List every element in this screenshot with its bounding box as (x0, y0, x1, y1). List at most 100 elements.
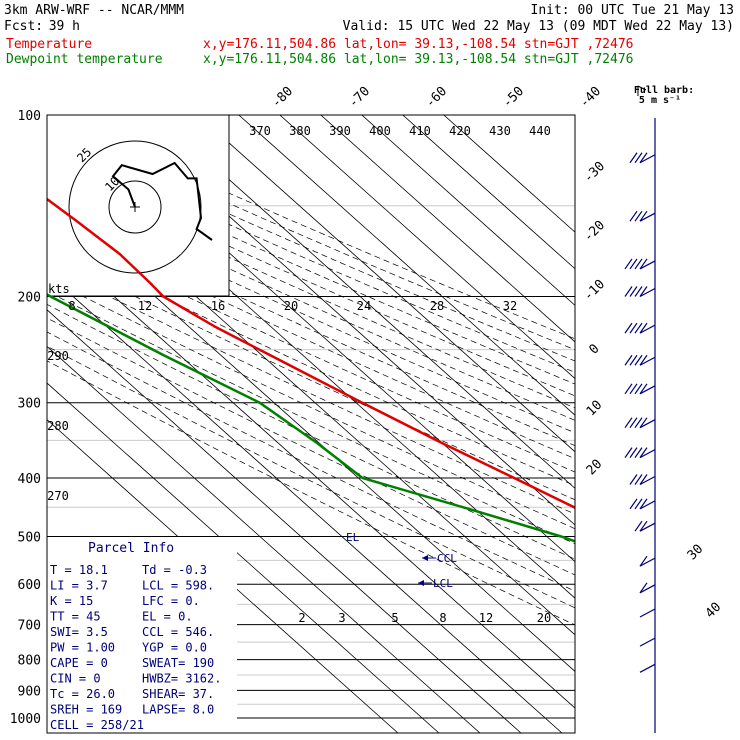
isotherm (47, 272, 563, 733)
barb-flag (639, 152, 648, 164)
wind-barbs (624, 118, 656, 733)
barb-flag (639, 354, 648, 366)
parcel-info-right: YGP = 0.0 (142, 641, 207, 655)
dry-adiabat (47, 217, 575, 460)
ccl-label: CCL (437, 552, 457, 565)
plot-frame (46, 114, 576, 734)
barb-flag (624, 447, 633, 458)
hodograph-speed-label: 28 (430, 299, 444, 313)
isotherm (238, 115, 575, 416)
barb-flag (634, 520, 643, 532)
theta-label: 380 (289, 124, 311, 138)
barb-staff (639, 212, 656, 222)
barb-flag (639, 474, 648, 485)
init-time: Init: 00 UTC Tue 21 May 13 (531, 3, 735, 18)
parcel-info-left: TT = 45 (50, 610, 101, 624)
barb-flag (634, 383, 643, 395)
isotherm (361, 115, 575, 306)
mixing-ratio-label: 12 (479, 611, 493, 625)
barb-flag (624, 417, 633, 429)
valid-time: Valid: 15 UTC Wed 22 May 13 (09 MDT Wed … (343, 19, 734, 34)
barb-staff (639, 419, 656, 429)
barb-legend-flag (637, 85, 647, 91)
hodograph-speed-label: 24 (357, 299, 371, 313)
parcel-info-left: T = 18.1 (50, 563, 108, 577)
parcel-info-panel: Parcel Info T = 18.1 Td = -0.3 LI = 3.7 LCL… (47, 537, 237, 733)
dewpoint-line (47, 292, 575, 543)
theta-side-label: 270 (47, 489, 69, 503)
isotherm-label-right: 40 (703, 600, 725, 622)
parcel-info-right: EL = 0. (142, 610, 193, 624)
dry-adiabat (47, 360, 575, 626)
mixing-ratio-lines (662, 584, 740, 731)
pressure-label: 400 (18, 472, 41, 487)
theta-label: 440 (529, 124, 551, 138)
theta-side-label: 290 (47, 349, 69, 363)
isotherm (402, 115, 575, 270)
barb-staff (639, 154, 656, 164)
barb-flag (639, 210, 648, 222)
dry-adiabat (47, 183, 575, 421)
barb-flag (634, 258, 643, 270)
barb-flag (624, 258, 633, 270)
parcel-info-right: CCL = 546. (142, 625, 214, 639)
barb-staff (639, 449, 656, 459)
parcel-info-left: CIN = 0 (50, 672, 101, 686)
isotherm (115, 115, 575, 526)
mixing-ratio-label: 20 (537, 611, 551, 625)
parcel-info-left: SWI= 3.5 (50, 625, 108, 639)
ccl-arrowhead (422, 555, 428, 561)
pressure-label: 600 (18, 578, 41, 593)
dry-adiabat (47, 240, 575, 487)
isotherm-label-side: 10 (584, 398, 606, 420)
isotherm-label-top: -70 (346, 84, 373, 111)
barb-flag (639, 258, 648, 270)
barb-flag (634, 152, 643, 164)
barb-flag (629, 322, 638, 334)
forecast-hour: 39 h (49, 19, 80, 34)
parcel-info-left: CAPE = 0 (50, 656, 108, 670)
temperature-line (47, 197, 575, 510)
barb-staff (639, 608, 656, 618)
isotherm (47, 419, 399, 733)
isotherm-label-right: 30 (685, 542, 707, 564)
pressure-label: 100 (18, 109, 41, 124)
theta-label: 430 (489, 124, 511, 138)
parcel-info-rows: T = 18.1 Td = -0.3 LI = 3.7 LCL = 598. K = 1… (50, 563, 221, 732)
dry-adiabat (47, 140, 575, 373)
isotherm (443, 115, 575, 233)
dry-adiabat (47, 194, 575, 434)
isotherm-label-side: -20 (581, 218, 608, 245)
isotherm-label-top: -50 (500, 84, 527, 111)
dry-adiabat (47, 277, 575, 530)
barb-flag (634, 322, 643, 334)
model-title: 3km ARW-WRF -- NCAR/MMM (4, 3, 184, 18)
barb-staff (639, 260, 656, 270)
barb-legend-value: 5 m s⁻¹ (639, 95, 681, 106)
barb-flag (634, 354, 643, 366)
barb-staff (639, 637, 656, 647)
theta-label: 370 (249, 124, 271, 138)
barb-staff (639, 584, 656, 594)
pressure-label: 300 (18, 397, 41, 412)
hodograph-ring-outer (68, 140, 202, 274)
mixing-ratio-line (662, 584, 740, 731)
mixing-ratio-label: 5 (391, 611, 398, 625)
isotherm (47, 382, 440, 733)
hodograph-frame (46, 114, 230, 297)
el-marker: EL (346, 531, 360, 544)
parcel-info-right: LCL = 598. (142, 579, 214, 593)
barb-staff (639, 475, 656, 486)
temperature-legend: Temperature (6, 37, 92, 52)
barb-flag (634, 447, 643, 458)
parcel-info-left: CELL = 258/21 (50, 718, 144, 732)
isotherm-label-top: -40 (577, 84, 604, 111)
barb-staff (639, 663, 656, 673)
barb-flag (639, 447, 648, 458)
mixing-ratio-line (736, 584, 740, 731)
dry-adiabat (47, 317, 575, 576)
barb-flag (629, 152, 638, 164)
isotherm (320, 115, 575, 343)
parcel-info-left: K = 15 (50, 594, 93, 608)
barb-legend-title: Full barb: (634, 85, 694, 96)
